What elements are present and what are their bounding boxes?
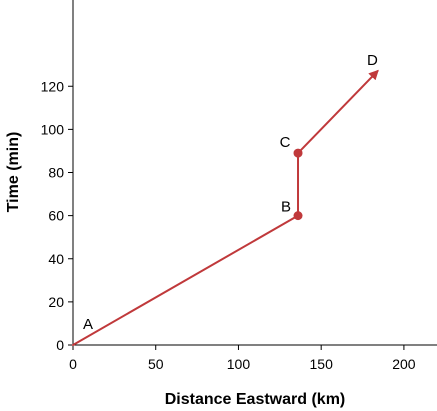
point-label-A: A	[83, 316, 93, 333]
x-tick-label: 150	[310, 356, 334, 372]
x-tick-label: 0	[69, 356, 77, 372]
x-axis-title: Distance Eastward (km)	[165, 391, 346, 408]
point-labels: A B C D	[83, 52, 378, 333]
axes	[72, 0, 437, 346]
y-tick-label: 0	[56, 337, 64, 353]
x-ticks: 0 50 100 150 200	[69, 345, 416, 372]
y-axis-title: Time (min)	[5, 132, 22, 213]
y-tick-label: 60	[48, 208, 64, 224]
y-tick-label: 120	[41, 78, 65, 94]
x-tick-label: 50	[148, 356, 164, 372]
segment-CD	[297, 69, 379, 155]
point-label-C: C	[280, 134, 291, 151]
y-tick-label: 100	[41, 121, 65, 137]
y-tick-label: 20	[48, 294, 64, 310]
series-line	[72, 69, 379, 346]
y-ticks: 0 20 40 60 80 100 120	[41, 78, 73, 353]
point-marker-C	[293, 148, 303, 158]
point-label-D: D	[367, 52, 378, 69]
y-tick-label: 40	[48, 251, 64, 267]
segment-AB	[72, 214, 300, 346]
point-markers	[293, 148, 303, 221]
point-label-B: B	[281, 199, 291, 216]
x-tick-label: 100	[227, 356, 251, 372]
y-tick-label: 80	[48, 165, 64, 181]
x-tick-label: 200	[392, 356, 416, 372]
point-marker-B	[293, 211, 303, 221]
